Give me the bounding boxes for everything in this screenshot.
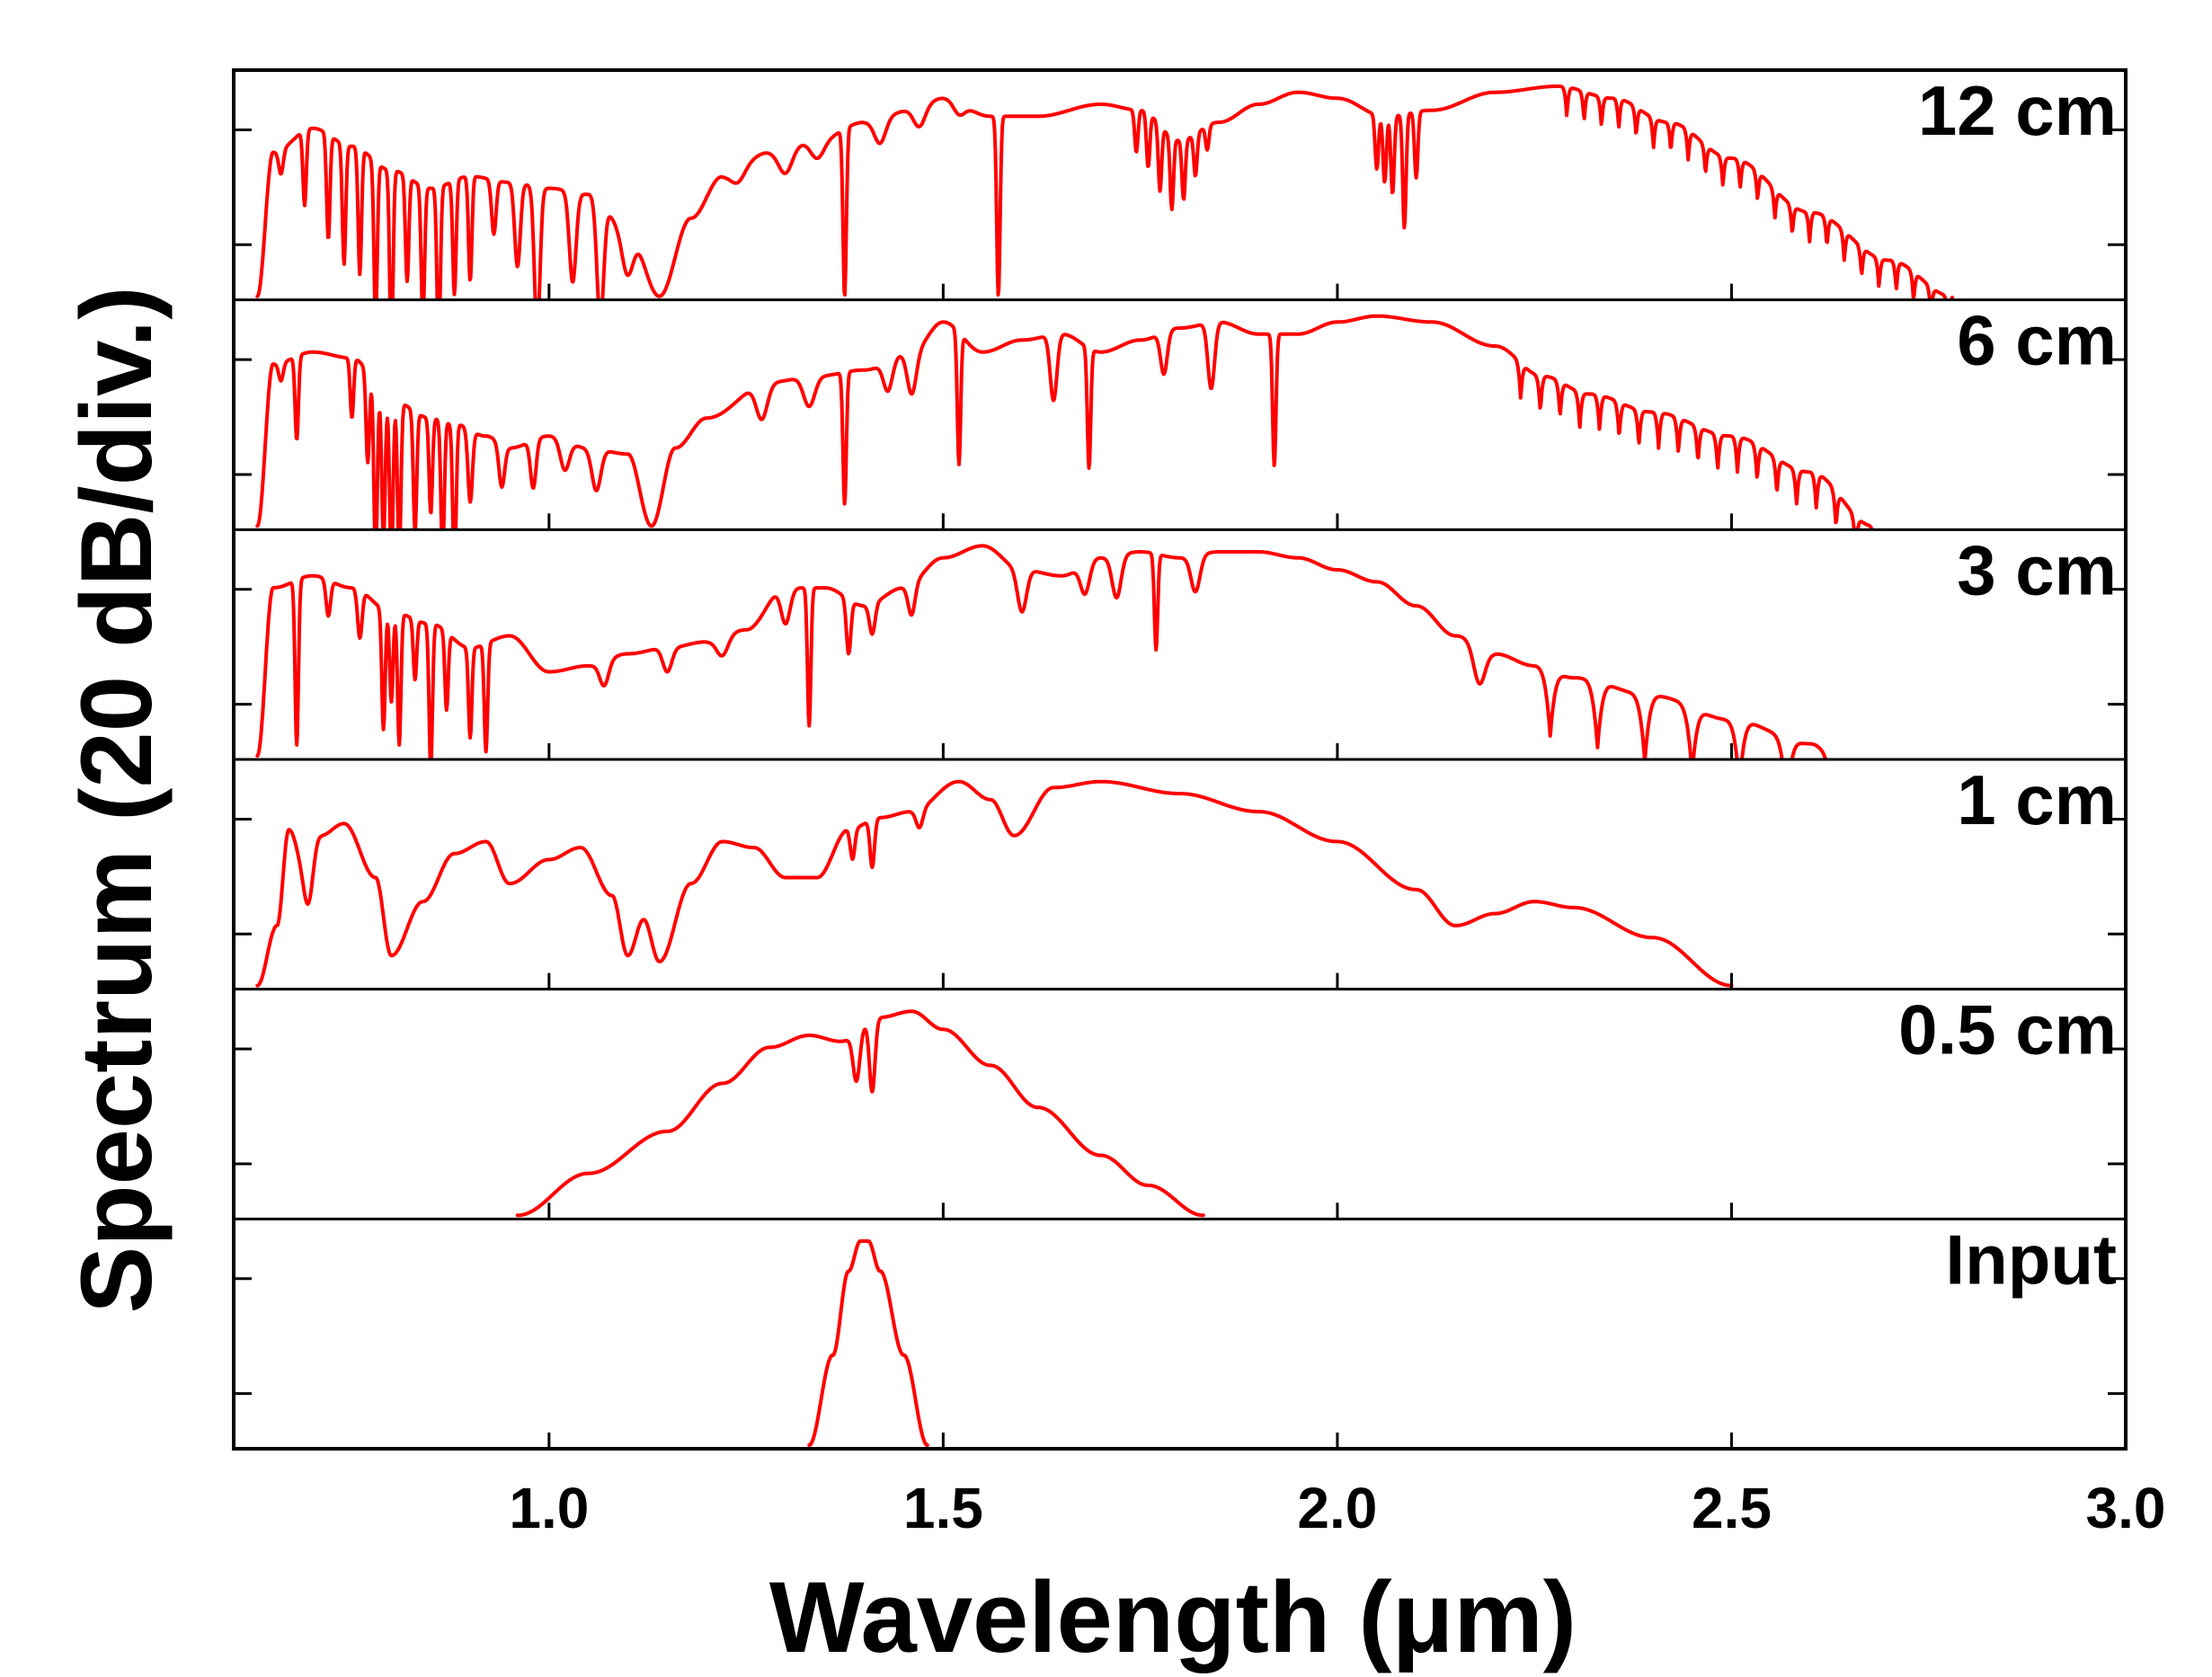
y-axis-title: Spectrum (20 dB/div.) bbox=[60, 286, 173, 1313]
spectrum-trace-3 bbox=[255, 779, 1734, 988]
panel-3: 1 cm bbox=[234, 760, 2126, 989]
spectrum-trace-0 bbox=[255, 84, 1954, 300]
plot-frame bbox=[232, 68, 2128, 1451]
x-tick-labels: 1.0 1.5 2.0 2.5 3.0 bbox=[509, 1476, 2165, 1540]
panel-0: 12 cm bbox=[234, 71, 2126, 300]
panel-label-5: Input bbox=[1945, 1220, 2117, 1299]
panel-label-1: 6 cm bbox=[1957, 301, 2117, 380]
panel-label-0: 12 cm bbox=[1918, 71, 2117, 150]
spectrum-trace-5 bbox=[807, 1239, 929, 1447]
x-tick-label-4: 3.0 bbox=[2086, 1476, 2166, 1540]
x-axis-title: Wavelength (μm) bbox=[769, 1561, 1577, 1673]
panel-label-2: 3 cm bbox=[1957, 530, 2117, 609]
x-tick-label-3: 2.5 bbox=[1692, 1476, 1772, 1540]
x-tick-label-1: 1.5 bbox=[903, 1476, 983, 1540]
panel-label-4: 0.5 cm bbox=[1898, 990, 2117, 1069]
x-tick-label-0: 1.0 bbox=[509, 1476, 589, 1540]
frame-layer bbox=[232, 68, 2128, 1451]
spectrum-trace-2 bbox=[255, 544, 1828, 759]
panel-4: 0.5 cm bbox=[234, 990, 2126, 1220]
panel-label-3: 1 cm bbox=[1957, 760, 2117, 839]
panel-1: 6 cm bbox=[234, 301, 2126, 530]
spectrum-trace-1 bbox=[255, 314, 1874, 530]
x-tick-label-2: 2.0 bbox=[1297, 1476, 1377, 1540]
panels-group: 12 cm 6 cm 3 cm 1 cm 0.5 cm Input bbox=[234, 71, 2126, 1449]
panel-2: 3 cm bbox=[234, 530, 2126, 759]
spectrum-trace-4 bbox=[515, 1009, 1205, 1218]
panel-5: Input bbox=[234, 1220, 2126, 1449]
